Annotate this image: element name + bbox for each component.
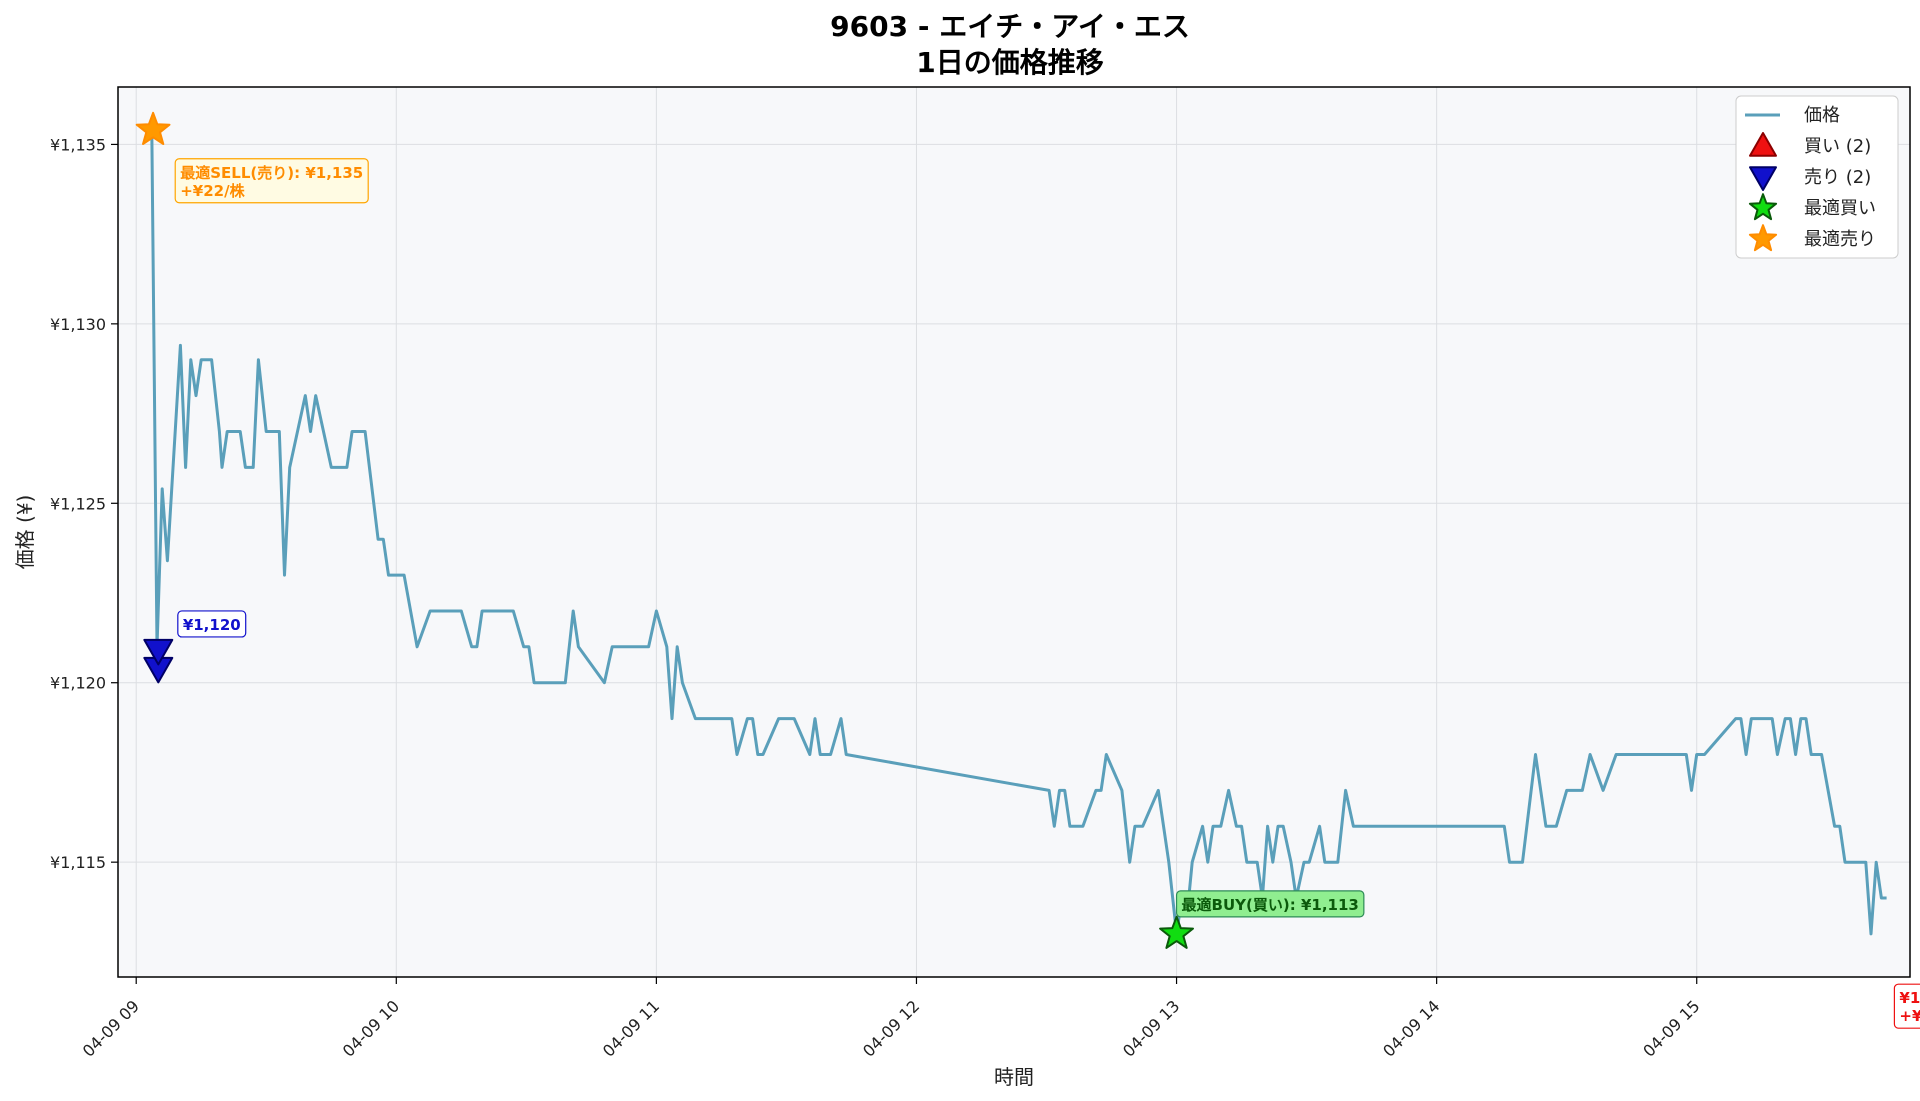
- legend-item: 売り (2): [1749, 166, 1871, 191]
- y-tick-label: ¥1,130: [50, 315, 106, 334]
- x-tick-label: 04-09 11: [599, 996, 663, 1060]
- x-tick-label: 04-09 09: [79, 996, 143, 1060]
- marker-layer: [135, 111, 1194, 949]
- chart-title: 9603 - エイチ・アイ・エス: [830, 10, 1190, 43]
- y-tick-label: ¥1,135: [50, 135, 106, 154]
- sell-price-annotation: ¥1,120: [177, 610, 247, 638]
- legend-swatch: [1749, 132, 1777, 157]
- legend-item: 最適売り: [1748, 224, 1876, 252]
- grid-lines: [118, 87, 1910, 977]
- legend-label: 最適売り: [1804, 229, 1876, 250]
- annotation-layer: 最適SELL(売り): ¥1,135+¥22/株 ¥1,120 最適BUY(買い):…: [174, 158, 1920, 1029]
- x-tick-label: 04-09 14: [1379, 996, 1443, 1060]
- annotation-box: [174, 158, 369, 204]
- annotation-text: 最適BUY(買い): ¥1,113: [1182, 896, 1359, 914]
- annotation-text: ¥1,113: [1899, 989, 1920, 1007]
- annotation-box: [1893, 983, 1920, 1029]
- y-tick-label: ¥1,125: [50, 494, 106, 513]
- y-tick-label: ¥1,115: [50, 853, 106, 872]
- best-sell-annotation: 最適SELL(売り): ¥1,135+¥22/株: [174, 158, 369, 204]
- annotation-text: 最適SELL(売り): ¥1,135: [180, 164, 363, 182]
- legend-item: 価格: [1745, 105, 1840, 126]
- annotation-box: [177, 610, 247, 638]
- x-axis-label: 時間: [994, 1065, 1034, 1089]
- sell-marker: [143, 638, 174, 666]
- y-axis-label: 価格 (¥): [13, 495, 37, 570]
- chart-subtitle: 1日の価格推移: [916, 46, 1103, 79]
- legend-swatch: [1748, 193, 1778, 221]
- buy-price-annotation: ¥1,113+¥7/株: [1893, 983, 1920, 1029]
- legend-item: 最適買い: [1748, 193, 1876, 221]
- y-tick-label: ¥1,120: [50, 674, 106, 693]
- x-tick-label: 04-09 10: [339, 996, 403, 1060]
- plot-area: [118, 87, 1910, 977]
- annotation-box: [1175, 890, 1365, 918]
- x-axis-ticks: 04-09 09 04-09 10 04-09 11 04-09 12 04-09 13…: [79, 977, 1704, 1061]
- best-buy-annotation: 最適BUY(買い): ¥1,113: [1175, 890, 1365, 918]
- legend-label: 最適買い: [1804, 198, 1876, 219]
- best-sell-marker: [135, 111, 171, 145]
- legend-swatch: [1749, 166, 1777, 191]
- legend-label: 売り (2): [1804, 167, 1871, 188]
- y-axis-ticks: ¥1,115 ¥1,120 ¥1,125 ¥1,130 ¥1,135: [50, 135, 118, 872]
- best-buy-marker: [1159, 915, 1194, 949]
- series-layer: [150, 130, 1887, 936]
- annotation-text: ¥1,120: [183, 616, 241, 634]
- legend-item: 買い (2): [1749, 132, 1871, 157]
- legend-label: 買い (2): [1804, 136, 1871, 157]
- annotation-text: +¥22/株: [180, 182, 245, 200]
- legend-label: 価格: [1804, 105, 1840, 126]
- legend-swatch: [1748, 224, 1778, 252]
- x-tick-label: 04-09 12: [859, 996, 923, 1060]
- annotation-text: +¥7/株: [1899, 1007, 1920, 1025]
- x-tick-label: 04-09 13: [1119, 996, 1183, 1060]
- price-line: [150, 130, 1887, 936]
- plot-frame: [117, 86, 1911, 978]
- x-tick-label: 04-09 15: [1639, 996, 1703, 1060]
- legend-box: [1735, 95, 1899, 259]
